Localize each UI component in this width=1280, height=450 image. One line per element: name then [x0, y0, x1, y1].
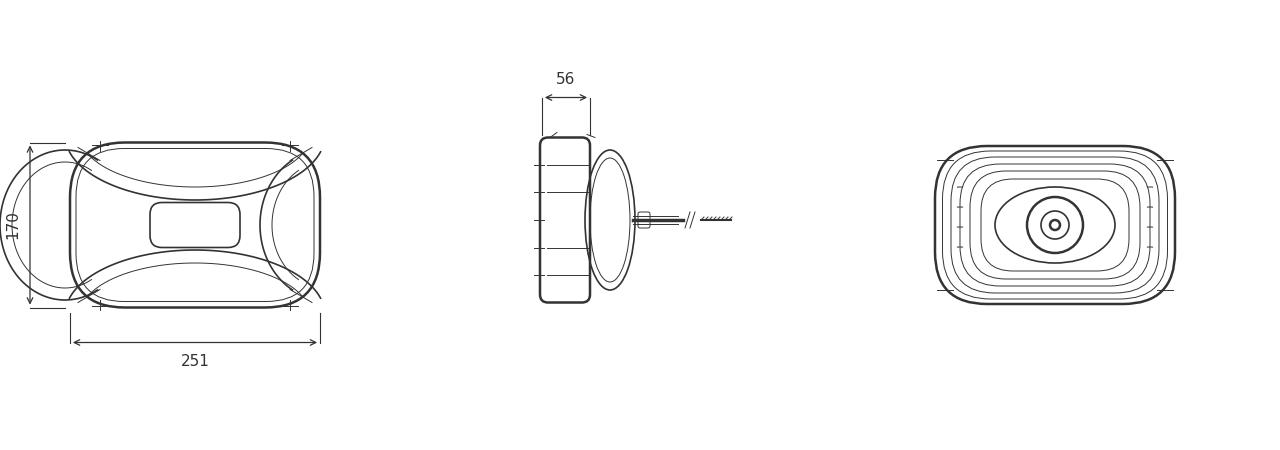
Text: 56: 56	[557, 72, 576, 87]
Text: 170: 170	[5, 211, 20, 239]
Text: 251: 251	[180, 355, 210, 369]
